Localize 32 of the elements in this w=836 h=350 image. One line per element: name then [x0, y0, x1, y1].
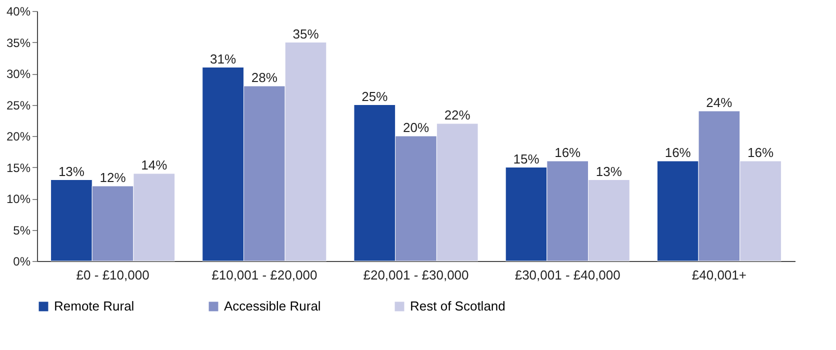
data-label: 13% — [596, 164, 622, 179]
data-label: 20% — [402, 120, 430, 135]
legend-label: Accessible Rural — [224, 298, 321, 314]
data-label: 16% — [664, 145, 692, 160]
y-tick-label: 35% — [6, 36, 31, 50]
data-label: 16% — [554, 145, 582, 160]
x-tick-label: £20,001 - £30,000 — [363, 268, 469, 282]
data-label: 28% — [251, 70, 278, 85]
data-label: 25% — [362, 88, 388, 104]
x-tick-label: £40,001+ — [692, 268, 746, 282]
y-tick-label: 10% — [6, 192, 31, 206]
y-tick-label: 20% — [6, 130, 31, 144]
y-tick-label: 40% — [6, 4, 31, 18]
legend-label: Rest of Scotland — [410, 298, 506, 314]
y-tick-label: 30% — [6, 67, 31, 81]
data-label: 13% — [58, 164, 85, 179]
y-tick-label: 25% — [6, 98, 31, 112]
y-tick-label: 0% — [13, 254, 31, 268]
x-tick-label: £10,001 - £20,000 — [212, 268, 318, 282]
x-tick-label: £0 - £10,000 — [76, 268, 150, 282]
data-label: 16% — [748, 145, 774, 160]
data-label: 14% — [141, 158, 168, 172]
data-label: 24% — [706, 95, 733, 110]
x-tick-label: £30,001 - £40,000 — [514, 268, 620, 282]
data-label: 31% — [210, 51, 236, 66]
data-label: 15% — [513, 151, 540, 166]
data-label: 22% — [444, 108, 471, 122]
legend-label: Remote Rural — [54, 298, 134, 314]
y-tick-label: 5% — [13, 223, 31, 238]
data-label: 12% — [100, 170, 126, 185]
data-label: 35% — [292, 26, 320, 42]
y-tick-label: 15% — [6, 160, 31, 175]
